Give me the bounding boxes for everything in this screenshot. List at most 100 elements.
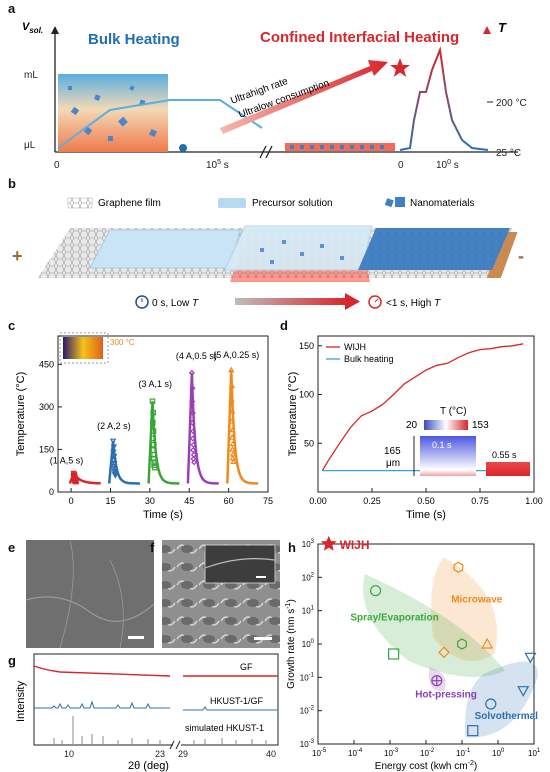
- h-group-label: WIJH: [340, 538, 370, 552]
- h-xlabel: Energy cost (kwh cm-2): [375, 760, 477, 772]
- g-tick-29: 29: [178, 749, 188, 759]
- c-point: [230, 458, 237, 465]
- c-point: [189, 409, 196, 417]
- c-xtick-label: 30: [145, 496, 155, 506]
- bulk-heating-title: Bulk Heating: [88, 31, 180, 48]
- d-ylabel: Temperature (°C): [287, 372, 299, 456]
- tick-25c: 25 °C: [496, 148, 521, 159]
- state-low: 0 s, Low T: [152, 298, 199, 309]
- h-group-label: Hot-pressing: [415, 689, 477, 700]
- c-ylabel: Temperature (°C): [15, 372, 27, 456]
- d-xtick-label: 0.75: [471, 496, 489, 506]
- d-inset-0p55s: [486, 462, 530, 476]
- scale-bar-e: [128, 636, 144, 639]
- h-group-label: Solvothermal: [475, 711, 539, 722]
- c-point: [188, 369, 195, 376]
- d-xtick-label: 1.00: [525, 496, 543, 506]
- c-xtick-label: 15: [105, 496, 115, 506]
- d-legend-label: Bulk heating: [344, 354, 394, 364]
- ir-inset-label: 300 °C: [110, 338, 135, 347]
- h-point-microwave: [453, 561, 464, 573]
- h-point-wijh: [320, 535, 337, 551]
- tick-x-0-right: 0: [398, 160, 404, 171]
- g-series-hkust-gf: [34, 700, 277, 711]
- c-point: [228, 396, 235, 402]
- panel-label-h: h: [288, 540, 296, 555]
- tick-x-10-5: 105 s: [206, 159, 229, 171]
- c-series-line: [226, 369, 259, 485]
- g-tick-40: 40: [266, 749, 276, 759]
- c-series-line: [186, 372, 219, 485]
- panel-b: b Graphene film Precursor solution Nanom…: [8, 176, 524, 310]
- g-tick-23: 23: [155, 749, 165, 759]
- c-series-label: (4 A,0.5 s): [176, 351, 217, 361]
- c-point: [228, 433, 236, 440]
- legend-nanomaterials: Nanomaterials: [410, 198, 474, 209]
- h-xtick-label: 10-2: [420, 748, 435, 758]
- panel-d: d 50 100 150 0.00 0.25 0.50 0.75 1.00 Time (s) Te…: [280, 318, 543, 521]
- panel-c: c 300 °C 0 150 300 450 0 15 30 45 60 75 Time (s) Te…: [8, 318, 273, 521]
- d-inset-t1: 0.1 s: [432, 440, 452, 450]
- g-series-gf: [33, 665, 278, 677]
- c-point: [110, 449, 117, 456]
- c-point: [110, 444, 118, 451]
- c-point: [191, 459, 198, 466]
- g-legend-gf: GF: [240, 662, 253, 672]
- ir-inset-image: [63, 337, 103, 359]
- ir-inset-frame: [59, 332, 109, 364]
- solution-block-2: [224, 225, 373, 271]
- tick-x-10-0: 100 s: [436, 159, 459, 171]
- plus-sign: +: [12, 246, 23, 266]
- minus-sign: -: [518, 246, 524, 266]
- d-xlabel: Time (s): [406, 509, 446, 521]
- panel-a-y-axis-title: Vsol.: [22, 21, 43, 35]
- d-thickness-value: 165: [384, 446, 401, 457]
- h-xtick-label: 100: [492, 748, 505, 758]
- c-point: [190, 447, 197, 454]
- d-thickness-unit: μm: [386, 458, 400, 469]
- c-point: [228, 366, 235, 373]
- g-plot-frame: [33, 653, 279, 746]
- h-ytick-label: 103: [302, 539, 315, 549]
- solution-legend-swatch: [218, 198, 246, 208]
- confined-heating-title: Confined Interfacial Heating: [260, 29, 459, 46]
- y-axis-v: V: [22, 21, 31, 33]
- tick-ul: μL: [24, 140, 36, 151]
- tick-x-0: 0: [54, 160, 60, 171]
- c-point: [151, 464, 158, 471]
- d-legend-label: WIJH: [344, 342, 366, 352]
- g-series-simulated: [53, 716, 267, 744]
- c-point: [190, 441, 197, 448]
- h-point-microwave: [481, 637, 494, 649]
- c-point: [228, 382, 236, 389]
- g-legend-simulated: simulated HKUST-1: [185, 723, 264, 733]
- solution-block-1: [89, 229, 241, 269]
- y-axis-sub: sol.: [29, 26, 43, 35]
- right-electrode: [486, 232, 518, 278]
- c-point: [229, 454, 237, 461]
- c-ytick-label: 450: [39, 359, 54, 369]
- c-point: [109, 438, 117, 445]
- h-region-0: [431, 557, 498, 662]
- h-ytick-label: 101: [302, 606, 315, 616]
- d-ytick-label: 100: [299, 390, 314, 400]
- d-xtick-label: 0.00: [309, 496, 327, 506]
- c-xtick-label: 0: [69, 496, 74, 506]
- heat-transition-bar: [235, 298, 347, 305]
- tick-200c: 200 °C: [496, 98, 527, 109]
- tick-ml: mL: [24, 70, 38, 81]
- d-ytick-label: 150: [299, 341, 314, 351]
- h-xtick-label: 101: [528, 748, 541, 758]
- d-colorbar: [424, 420, 468, 430]
- panel-g: g Intensity GF HKUST-1/GF simulated HKUS…: [8, 653, 279, 772]
- d-inset-0p1s: [420, 436, 476, 476]
- d-colorbar-min: 20: [406, 420, 418, 431]
- c-point: [150, 419, 156, 426]
- panel-label-f: f: [150, 540, 155, 555]
- h-point-sprayevaporation: [388, 648, 400, 660]
- g-xlabel: 2θ (deg): [128, 760, 169, 772]
- d-inset-title: T (°C): [440, 406, 467, 417]
- h-ytick-label: 10-3: [300, 739, 315, 749]
- h-ylabel: Growth rate (nm s-1): [285, 599, 297, 689]
- sem-image-e: [26, 540, 154, 648]
